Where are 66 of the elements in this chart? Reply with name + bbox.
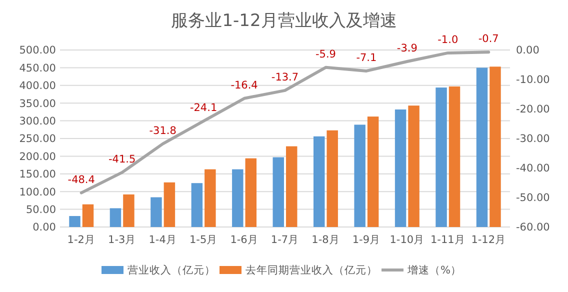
- y-tick-label: 150.00: [19, 168, 56, 181]
- y-tick-label: 300.00: [19, 115, 56, 128]
- legend-label: 去年同期营业收入（亿元）: [246, 264, 378, 277]
- bar: [490, 66, 501, 227]
- bar: [408, 106, 420, 227]
- y-tick-label: 350.00: [19, 98, 56, 110]
- data-label: -7.1: [356, 52, 377, 64]
- bar: [110, 208, 122, 227]
- data-label: -13.7: [271, 71, 299, 84]
- y2-tick-label: -60.00: [516, 222, 550, 234]
- bar: [326, 130, 338, 227]
- bar: [123, 194, 134, 227]
- bar: [69, 216, 80, 227]
- x-tick-label: 1-8月: [312, 234, 340, 246]
- data-label: -24.1: [190, 102, 218, 114]
- chart-title: 服务业1-12月营业收入及增速: [171, 11, 397, 31]
- x-tick-label: 1-2月: [67, 234, 96, 246]
- data-label: -0.7: [478, 33, 499, 46]
- legend-label: 营业收入（亿元）: [128, 264, 216, 277]
- y2-tick-label: -40.00: [516, 162, 550, 175]
- x-tick-label: 1-4月: [148, 234, 177, 246]
- y-tick-label: 0.00: [32, 222, 56, 234]
- data-label: -1.0: [438, 34, 458, 46]
- y-tick-label: 450.00: [19, 62, 56, 74]
- y-tick-label: 500.00: [19, 44, 56, 57]
- data-label: -16.4: [230, 79, 258, 92]
- y-tick-label: 250.00: [19, 133, 56, 146]
- x-tick-label: 1-11月: [430, 234, 466, 246]
- bar: [313, 136, 325, 227]
- bar: [367, 116, 379, 227]
- y2-tick-label: -10.00: [516, 74, 550, 86]
- legend-label: 增速（%）: [406, 264, 462, 277]
- y-tick-label: 100.00: [19, 186, 56, 198]
- data-label: -5.9: [315, 48, 336, 60]
- bar: [286, 146, 298, 227]
- y-tick-label: 200.00: [19, 150, 56, 163]
- bar: [354, 124, 366, 227]
- x-tick-label: 1-3月: [108, 234, 136, 246]
- bar: [245, 158, 257, 227]
- bar: [191, 183, 203, 227]
- x-tick-label: 1-6月: [230, 234, 258, 246]
- y-tick-label: 50.00: [26, 204, 56, 216]
- data-label: -48.4: [68, 174, 96, 186]
- bar: [232, 169, 244, 227]
- x-tick-label: 1-9月: [352, 234, 381, 246]
- data-label: -31.8: [149, 124, 176, 137]
- y2-tick-label: -30.00: [516, 133, 550, 146]
- bar: [476, 68, 488, 227]
- bar: [394, 109, 406, 227]
- y2-tick-label: -50.00: [516, 192, 550, 204]
- bar: [204, 169, 216, 227]
- data-label: -3.9: [396, 42, 418, 55]
- bar: [82, 204, 94, 227]
- data-label: -41.5: [108, 153, 136, 166]
- x-tick-label: 1-7月: [270, 234, 300, 246]
- x-tick-label: 1-12月: [471, 234, 506, 246]
- bar: [436, 88, 447, 227]
- bar: [150, 197, 162, 227]
- y-tick-label: 400.00: [19, 80, 56, 92]
- bar: [164, 182, 176, 227]
- x-tick-label: 1-5月: [189, 234, 218, 246]
- y2-tick-label: -20.00: [516, 104, 550, 116]
- bar: [272, 157, 284, 227]
- y2-tick-label: 0.00: [516, 44, 540, 57]
- bar: [448, 86, 460, 227]
- x-tick-label: 1-10月: [390, 234, 425, 246]
